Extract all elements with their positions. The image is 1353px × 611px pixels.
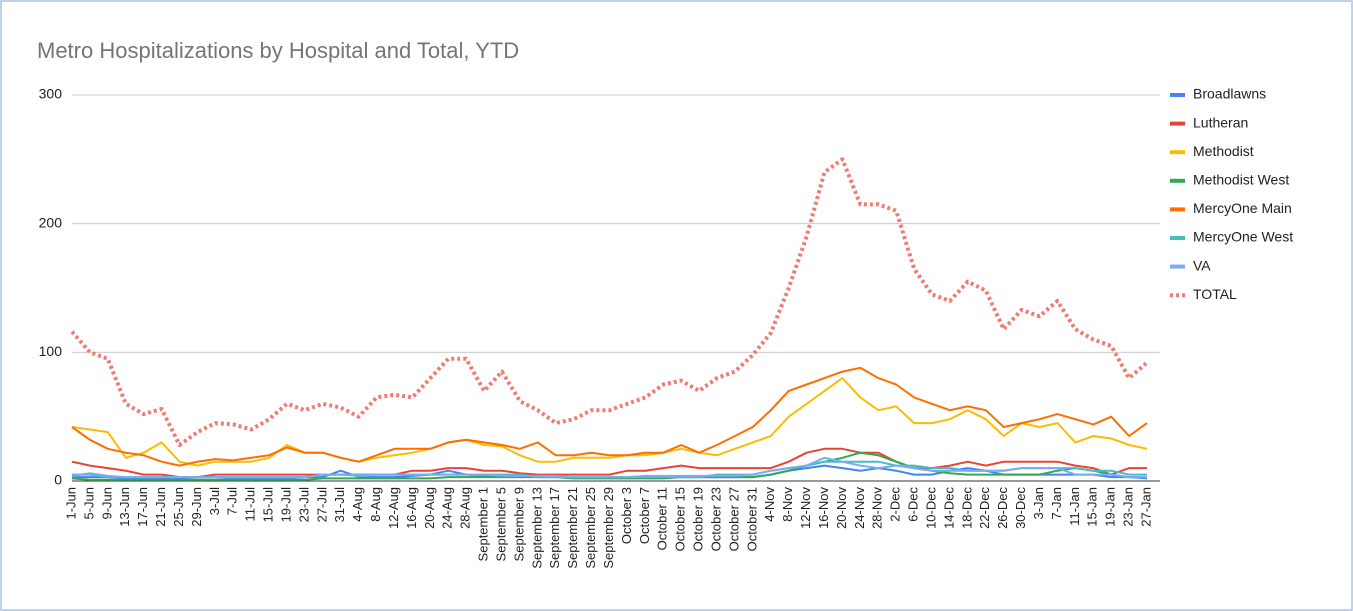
x-tick-label: 30-Dec <box>1013 487 1028 529</box>
x-tick-label: 19-Jul <box>278 487 293 523</box>
chart-title: Metro Hospitalizations by Hospital and T… <box>37 38 519 63</box>
x-tick-label: 29-Jun <box>189 487 204 527</box>
x-tick-label: 19-Jan <box>1103 487 1118 527</box>
x-tick-label: 26-Dec <box>995 487 1010 529</box>
x-tick-label: 7-Jul <box>225 487 240 515</box>
x-tick-label: 27-Jan <box>1138 487 1153 527</box>
x-tick-label: 15-Jul <box>261 487 276 523</box>
legend-label: MercyOne Main <box>1193 200 1292 216</box>
x-tick-label: 24-Aug <box>440 487 455 529</box>
x-tick-label: 18-Dec <box>959 487 974 529</box>
x-tick-label: 4-Aug <box>350 487 365 522</box>
series-line <box>71 447 1147 479</box>
series-line <box>71 456 1147 479</box>
x-tick-label: 8-Aug <box>368 487 383 522</box>
x-tick-label: 24-Nov <box>852 487 867 529</box>
legend-label: TOTAL <box>1193 286 1237 302</box>
series-line <box>71 377 1148 467</box>
x-tick-label: 28-Aug <box>458 487 473 529</box>
x-tick-label: September 17 <box>547 487 562 569</box>
x-tick-label: October 31 <box>744 487 759 551</box>
x-tick-label: October 23 <box>708 487 723 551</box>
y-tick-label: 0 <box>54 472 62 488</box>
x-tick-label: 5-Jun <box>81 487 96 520</box>
x-tick-label: 20-Aug <box>422 487 437 529</box>
x-tick-label: 13-Jun <box>117 487 132 527</box>
x-tick-label: 15-Jan <box>1085 487 1100 527</box>
x-tick-label: September 25 <box>583 487 598 569</box>
x-tick-label: 21-Jun <box>153 487 168 527</box>
legend-label: Broadlawns <box>1193 86 1266 102</box>
x-tick-label: 22-Dec <box>977 487 992 529</box>
y-tick-label: 100 <box>39 343 63 359</box>
series-line <box>71 451 1147 481</box>
x-tick-label: 8-Nov <box>780 487 795 522</box>
x-tick-label: 25-Jun <box>171 487 186 527</box>
x-tick-label: 23-Jan <box>1121 487 1136 527</box>
x-tick-label: September 9 <box>511 487 526 561</box>
legend-label: Lutheran <box>1193 114 1248 130</box>
x-tick-label: October 7 <box>637 487 652 544</box>
x-tick-label: September 29 <box>601 487 616 569</box>
y-tick-label: 300 <box>39 86 63 102</box>
x-tick-label: 3-Jan <box>1031 487 1046 520</box>
x-tick-label: 2-Dec <box>888 487 903 522</box>
x-tick-label: 11-Jul <box>243 487 258 522</box>
x-tick-label: 9-Jun <box>99 487 114 520</box>
x-tick-label: 6-Dec <box>906 487 921 522</box>
x-tick-label: October 3 <box>619 487 634 544</box>
x-tick-label: October 27 <box>726 487 741 551</box>
x-tick-label: 28-Nov <box>870 487 885 529</box>
x-tick-label: September 21 <box>565 487 580 569</box>
x-tick-label: 31-Jul <box>332 487 347 523</box>
x-tick-label: September 1 <box>476 487 491 561</box>
x-tick-label: 12-Aug <box>386 487 401 529</box>
x-tick-label: September 5 <box>493 487 508 561</box>
x-tick-label: 4-Nov <box>762 487 777 522</box>
legend-label: Methodist West <box>1193 172 1289 188</box>
series-line <box>70 157 1149 447</box>
series-line <box>71 366 1148 467</box>
x-tick-label: 27-Jul <box>314 487 329 523</box>
x-tick-label: 14-Dec <box>941 487 956 529</box>
y-tick-label: 200 <box>39 214 63 230</box>
x-tick-label: October 15 <box>673 487 688 551</box>
x-tick-label: 16-Nov <box>816 487 831 529</box>
legend-label: VA <box>1193 257 1211 273</box>
x-tick-label: 20-Nov <box>834 487 849 529</box>
x-tick-label: October 19 <box>691 487 706 551</box>
x-tick-label: 11-Jan <box>1067 487 1082 526</box>
x-tick-label: October 11 <box>655 487 670 550</box>
x-tick-label: 12-Nov <box>798 487 813 529</box>
x-tick-label: 23-Jul <box>296 487 311 523</box>
legend-label: MercyOne West <box>1193 229 1293 245</box>
x-tick-label: 10-Dec <box>923 487 938 529</box>
x-tick-label: 16-Aug <box>404 487 419 529</box>
x-tick-label: 7-Jan <box>1049 487 1064 520</box>
x-tick-label: 17-Jun <box>135 487 150 527</box>
x-tick-label: 3-Jul <box>207 487 222 515</box>
x-tick-label: September 13 <box>529 487 544 569</box>
legend-label: Methodist <box>1193 143 1254 159</box>
x-tick-label: 1-Jun <box>63 487 78 520</box>
